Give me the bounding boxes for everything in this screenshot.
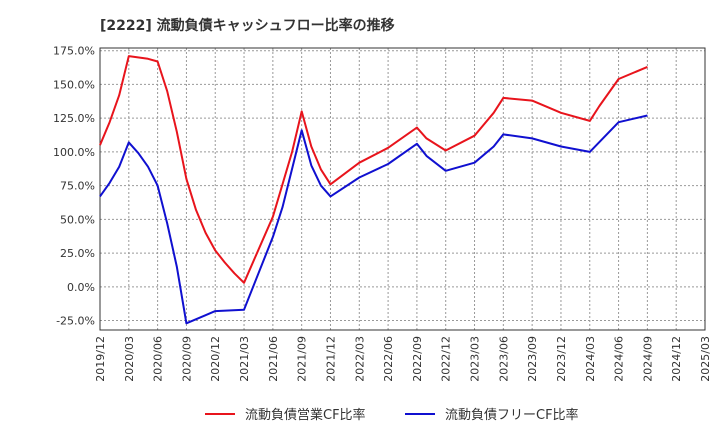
x-tick-label: 2022/03 <box>353 336 366 382</box>
legend-label-operating-cf: 流動負債営業CF比率 <box>245 407 366 423</box>
plot-area-frame <box>99 47 706 331</box>
y-tick-label: 25.0% <box>60 247 95 260</box>
x-tick-label: 2022/12 <box>440 336 453 382</box>
y-tick-labels: -25.0% 0.0% 25.0% 50.0% 75.0% 100.0% 125.0% 150… <box>53 45 95 328</box>
series-line-1 <box>99 114 648 325</box>
x-tick-label: 2021/03 <box>238 336 251 382</box>
y-tick-label: 50.0% <box>60 213 95 226</box>
chart-title: [2222] 流動負債キャッシュフロー比率の推移 <box>100 17 395 34</box>
y-tick-label: 75.0% <box>60 180 95 193</box>
x-tick-label: 2023/12 <box>555 336 568 382</box>
x-tick-label: 2020/06 <box>152 336 165 382</box>
series-lines <box>99 55 648 325</box>
y-tick-label: 150.0% <box>53 78 95 91</box>
y-tick-label: 175.0% <box>53 45 95 58</box>
x-tick-label: 2021/06 <box>267 336 280 382</box>
x-tick-label: 2024/06 <box>613 336 626 382</box>
x-tick-label: 2024/03 <box>584 336 597 382</box>
series-line-0 <box>99 55 648 284</box>
x-tick-label: 2019/12 <box>94 336 107 382</box>
y-tick-label: 125.0% <box>53 112 95 125</box>
x-tick-label: 2025/03 <box>699 336 712 382</box>
x-tick-label: 2024/12 <box>670 336 683 382</box>
x-tick-label: 2020/03 <box>123 336 136 382</box>
x-tick-labels: 2019/12 2020/03 2020/06 2020/09 2020/12 2021/… <box>94 336 712 382</box>
y-tick-label: 0.0% <box>67 281 95 294</box>
x-tick-label: 2023/03 <box>469 336 482 382</box>
grid-lines <box>99 48 706 330</box>
x-tick-label: 2021/09 <box>296 336 309 382</box>
y-tick-label: -25.0% <box>56 315 95 328</box>
x-tick-label: 2024/09 <box>641 336 654 382</box>
x-tick-label: 2020/09 <box>180 336 193 382</box>
legend-label-free-cf: 流動負債フリーCF比率 <box>445 407 579 423</box>
x-tick-label: 2023/09 <box>526 336 539 382</box>
x-tick-label: 2023/06 <box>497 336 510 382</box>
x-tick-label: 2020/12 <box>209 336 222 382</box>
x-tick-label: 2022/09 <box>411 336 424 382</box>
y-tick-label: 100.0% <box>53 146 95 159</box>
x-tick-label: 2022/06 <box>382 336 395 382</box>
x-tick-label: 2021/12 <box>324 336 337 382</box>
legend: 流動負債営業CF比率 流動負債フリーCF比率 <box>205 407 579 423</box>
